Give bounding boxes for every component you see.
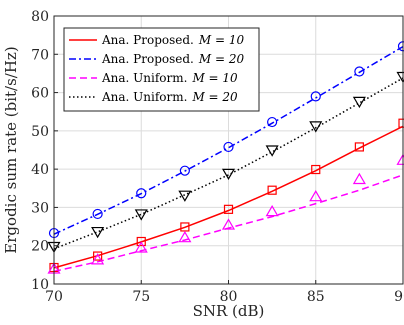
marker-triangle-up-point <box>178 230 192 243</box>
legend-label-0: Ana. Proposed. M = 10 <box>101 33 244 47</box>
y-tick-label: 10 <box>31 277 49 293</box>
marker-triangle-up-point <box>134 241 148 253</box>
marker-triangle-down-point <box>309 121 323 133</box>
marker-triangle-down-point <box>221 168 236 181</box>
y-axis-title: Ergodic sum rate (bit/s/Hz) <box>2 46 20 253</box>
series-line-1 <box>53 45 404 235</box>
marker-triangle-down-point <box>91 226 105 239</box>
marker-square-point <box>354 142 364 152</box>
marker-circle-point <box>267 116 278 128</box>
marker-circle-point <box>179 165 190 176</box>
y-tick-label: 50 <box>31 124 49 140</box>
legend-label-math: M = 20 <box>198 52 245 66</box>
x-tick-label: 80 <box>220 289 238 305</box>
series-line-0 <box>53 125 404 269</box>
marker-triangle-up-point <box>265 204 279 217</box>
y-tick-label: 30 <box>31 200 49 216</box>
marker-triangle-up-point <box>309 190 323 202</box>
legend-label-text: Ana. Uniform. <box>101 90 187 104</box>
legend-label-2: Ana. Uniform. M = 10 <box>101 71 238 85</box>
legend: Ana. Proposed. M = 10 Ana. Proposed. M = 20… <box>63 27 260 112</box>
marker-square-point <box>136 236 146 247</box>
series-line-2 <box>53 174 404 273</box>
x-tick-label: 70 <box>45 289 63 305</box>
legend-box <box>63 27 260 112</box>
marker-layer <box>47 41 404 274</box>
marker-triangle-down-point <box>265 145 279 157</box>
y-tick-label: 40 <box>31 162 49 178</box>
marker-square-point <box>311 164 321 175</box>
x-axis-title: SNR (dB) <box>193 302 265 320</box>
legend-label-text: Ana. Uniform. <box>101 71 187 85</box>
y-tick-label: 20 <box>31 239 49 255</box>
legend-label-3: Ana. Uniform. M = 20 <box>101 90 238 104</box>
legend-label-math: M = 10 <box>191 71 238 85</box>
legend-label-math: M = 10 <box>198 33 245 47</box>
marker-circle-point <box>354 66 365 77</box>
marker-square-point <box>223 204 234 214</box>
marker-square-point <box>180 222 190 232</box>
y-tick-label: 70 <box>31 47 49 63</box>
marker-circle-point <box>92 208 103 220</box>
marker-circle-point <box>310 91 321 102</box>
marker-square-point <box>267 185 277 195</box>
x-tick-label: 75 <box>132 289 150 305</box>
legend-label-text: Ana. Proposed. <box>101 52 194 66</box>
y-tick-label: 80 <box>31 9 49 25</box>
marker-triangle-up-point <box>91 253 105 265</box>
legend-label-math: M = 20 <box>191 90 238 104</box>
tick-layer: 70 75 80 85 90 10 20 30 40 50 60 70 80 <box>31 9 404 305</box>
marker-square-point <box>93 251 103 261</box>
legend-label-text: Ana. Proposed. <box>101 33 194 47</box>
marker-triangle-down-point <box>134 209 148 221</box>
series-layer <box>53 45 404 273</box>
marker-circle-point <box>223 141 234 153</box>
marker-triangle-up-point <box>221 218 236 230</box>
marker-circle-point <box>136 188 147 199</box>
x-tick-label: 90 <box>394 289 404 305</box>
marker-triangle-up-point <box>352 172 366 185</box>
marker-triangle-down-point <box>178 190 192 202</box>
marker-triangle-down-point <box>352 96 366 109</box>
y-tick-label: 60 <box>31 86 49 102</box>
x-tick-label: 85 <box>307 289 325 305</box>
legend-label-1: Ana. Proposed. M = 20 <box>101 52 244 66</box>
